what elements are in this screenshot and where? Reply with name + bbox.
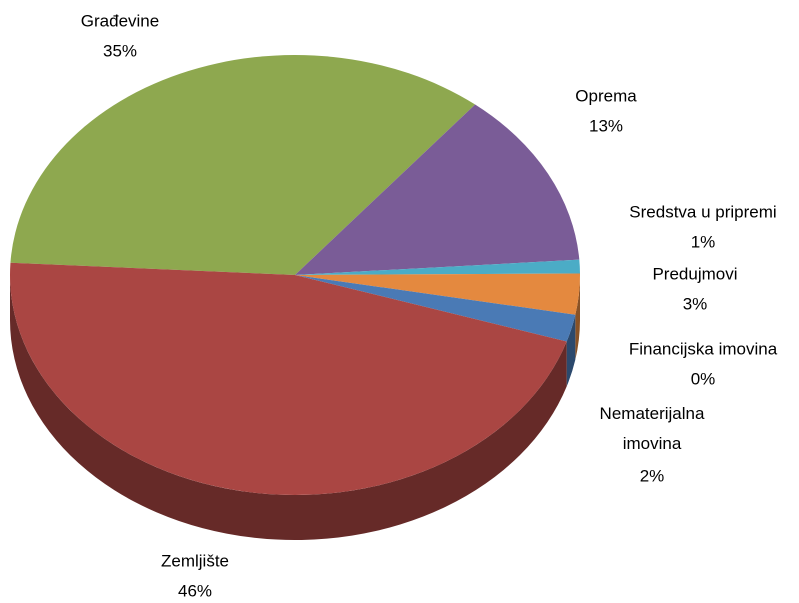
value-label: 35% [103,41,137,60]
pie-slice [295,273,580,315]
category-label: Građevine [81,11,159,30]
value-label: 2% [640,466,665,485]
category-label: Nematerijalna imovina [600,404,705,453]
pie-side [566,314,576,387]
category-label-line: Nematerijalna [600,404,705,423]
pie-slice [295,275,576,342]
value-label: 46% [178,581,212,600]
category-label: Zemljište [161,551,229,570]
pie-slice [9,262,567,496]
value-label: 0% [691,369,716,388]
value-label: 13% [589,116,623,135]
pie-sides [10,275,580,541]
pie-side [10,275,567,541]
category-label: Financijska imovina [629,339,778,358]
value-label: 1% [691,232,716,251]
pie-slice [295,104,580,276]
pie-side [575,275,580,360]
pie-slice [10,55,476,275]
category-label: Predujmovi [652,264,737,283]
category-label: Sredstva u pripremi [629,202,776,221]
category-label-line: imovina [623,434,682,453]
pie-slice [295,259,580,275]
category-label: Oprema [575,86,637,105]
value-label: 3% [683,294,708,313]
